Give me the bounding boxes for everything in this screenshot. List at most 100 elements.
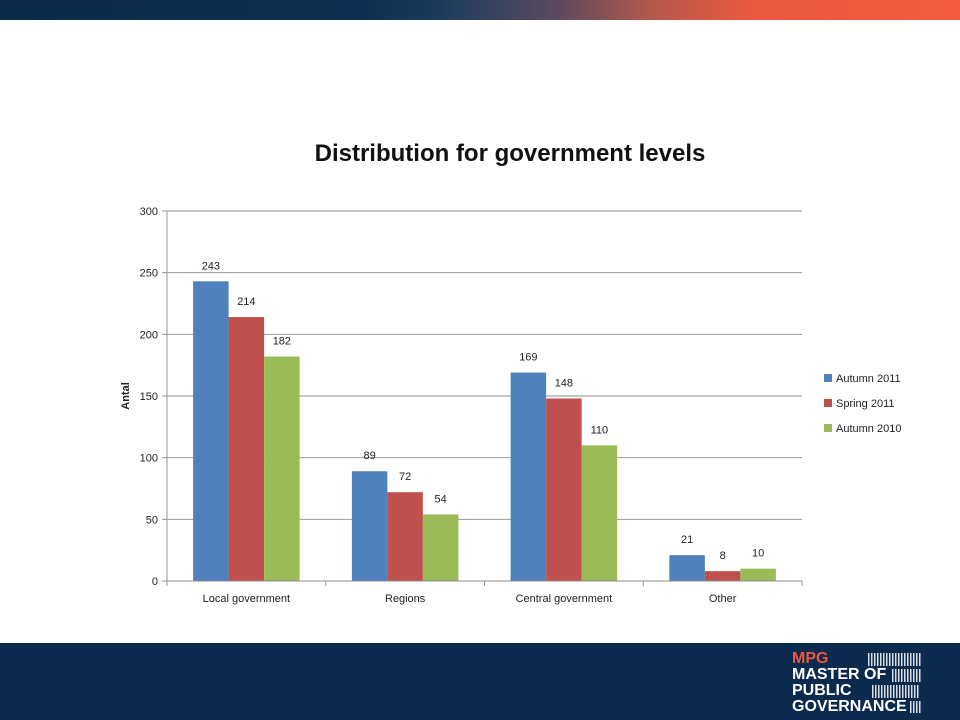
barcode-stripe	[881, 685, 883, 698]
barcode-stripe	[905, 685, 907, 698]
bar	[264, 356, 300, 581]
barcode-stripe	[919, 653, 921, 666]
barcode-stripe	[898, 653, 900, 666]
bar	[193, 281, 229, 581]
barcode-stripe	[896, 685, 898, 698]
bar-data-label: 21	[681, 534, 693, 546]
barcode-stripe	[878, 685, 880, 698]
chart-title: Distribution for government levels	[314, 140, 706, 167]
bar-data-label: 72	[399, 471, 411, 483]
legend-swatch	[824, 399, 832, 407]
y-tick-label: 200	[140, 329, 158, 341]
logo-line-mpg: MPG	[792, 650, 829, 667]
bar	[387, 492, 423, 581]
barcode-stripe	[868, 653, 870, 666]
barcode-stripe	[901, 653, 903, 666]
x-tick-label: Local government	[203, 593, 290, 605]
barcode-stripe	[914, 685, 916, 698]
y-tick-label: 50	[146, 514, 158, 526]
barcode-stripe	[895, 653, 897, 666]
barcode-stripe	[890, 685, 892, 698]
barcode-stripe	[913, 669, 915, 682]
x-tick-label: Other	[709, 593, 737, 605]
bar-data-label: 214	[237, 296, 255, 308]
logo-line-public: PUBLIC	[792, 682, 852, 699]
bar-data-label: 54	[435, 493, 447, 505]
barcode-stripe	[910, 701, 912, 713]
barcode-stripe	[910, 669, 912, 682]
top-gradient-band	[0, 0, 960, 20]
bar	[510, 372, 547, 581]
mpg-logo: MPG MASTER OF PUBLIC GOVERNANCE	[792, 651, 922, 715]
barcode-stripe	[892, 669, 894, 682]
barcode-stripe	[907, 669, 909, 682]
barcode-stripe	[877, 653, 879, 666]
barcode-stripe	[871, 653, 873, 666]
barcode-stripe	[892, 653, 894, 666]
barcode-stripe	[901, 669, 903, 682]
bar-data-label: 89	[364, 450, 376, 462]
legend-swatch	[824, 424, 832, 432]
bar	[351, 471, 388, 581]
barcode-stripe	[898, 669, 900, 682]
bar	[228, 317, 265, 581]
barcode-stripe	[907, 653, 909, 666]
barcode-stripe	[895, 669, 897, 682]
legend-label: Autumn 2010	[836, 423, 901, 435]
legend-label: Autumn 2011	[836, 373, 901, 385]
bar	[740, 568, 776, 581]
bar	[704, 571, 741, 581]
legend-swatch	[824, 374, 832, 382]
x-tick-label: Regions	[385, 593, 426, 605]
barcode-stripe	[916, 653, 918, 666]
barcode-stripe	[919, 701, 921, 713]
bar-data-label: 169	[519, 352, 537, 364]
bar-data-label: 148	[555, 377, 573, 389]
bar-chart: 0 50 100 150 200 250 300 Antal 243 214 182 Local go…	[120, 206, 901, 605]
barcode-stripe	[910, 653, 912, 666]
barcode-stripe	[902, 685, 904, 698]
bar-data-label: 182	[273, 336, 291, 348]
y-tick-label: 100	[140, 453, 158, 465]
barcode-stripe	[904, 669, 906, 682]
logo-line-governance: GOVERNANCE	[792, 698, 907, 715]
barcode-stripe	[908, 685, 910, 698]
y-axis-label: Antal	[120, 382, 132, 410]
barcode-stripe	[880, 653, 882, 666]
barcode-stripe	[919, 669, 921, 682]
logo-line-master-of: MASTER OF	[792, 666, 887, 683]
logo-barcode-graphic	[868, 653, 921, 713]
bar-data-label: 10	[752, 548, 764, 560]
bar-data-label: 110	[591, 424, 609, 436]
barcode-stripe	[911, 685, 913, 698]
barcode-stripe	[916, 669, 918, 682]
barcode-stripe	[916, 701, 918, 713]
bar-data-label: 243	[202, 260, 220, 272]
bar-data-label: 8	[720, 550, 726, 562]
barcode-stripe	[917, 685, 919, 698]
barcode-stripe	[886, 653, 888, 666]
barcode-stripe	[883, 653, 885, 666]
barcode-stripe	[887, 685, 889, 698]
barcode-stripe	[875, 685, 877, 698]
y-tick-label: 0	[152, 576, 158, 588]
barcode-stripe	[889, 653, 891, 666]
barcode-stripe	[904, 653, 906, 666]
barcode-stripe	[899, 685, 901, 698]
bar	[422, 514, 459, 581]
barcode-stripe	[874, 653, 876, 666]
bar	[581, 445, 618, 581]
y-tick-label: 300	[140, 206, 158, 218]
barcode-stripe	[913, 701, 915, 713]
x-tick-label: Central government	[516, 593, 613, 605]
y-tick-label: 250	[140, 268, 158, 280]
barcode-stripe	[893, 685, 895, 698]
legend-label: Spring 2011	[836, 398, 895, 410]
bar	[669, 555, 705, 581]
y-tick-label: 150	[140, 391, 158, 403]
barcode-stripe	[884, 685, 886, 698]
bar	[546, 398, 582, 581]
barcode-stripe	[872, 685, 874, 698]
footer-band	[0, 643, 960, 720]
barcode-stripe	[913, 653, 915, 666]
